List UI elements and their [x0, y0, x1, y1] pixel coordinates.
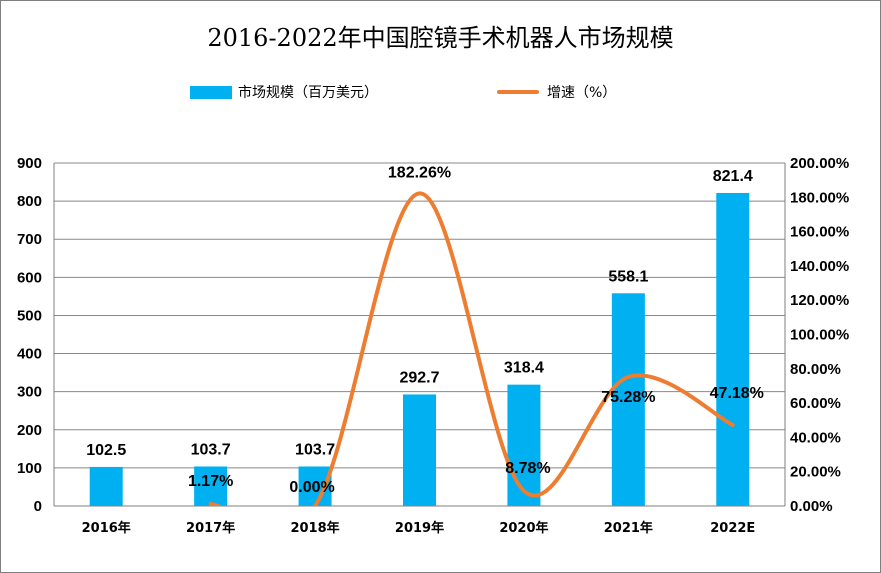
legend-label-growth: 增速（%） — [547, 85, 617, 101]
y2-tick-label: 20.00% — [790, 464, 841, 481]
growth-value-label: 1.17% — [188, 473, 233, 490]
bar-value-label: 103.7 — [191, 441, 231, 458]
legend-item-growth: 增速（%） — [497, 82, 616, 102]
y-tick-label: 100 — [17, 460, 42, 477]
bar — [89, 466, 123, 506]
y-tick-label: 800 — [17, 193, 42, 210]
legend-label-market-size: 市场规模（百万美元） — [238, 85, 378, 101]
legend-line-swatch — [497, 90, 539, 94]
y2-tick-label: 180.00% — [790, 189, 849, 206]
y-tick-label: 400 — [17, 346, 42, 363]
bar-value-label: 558.1 — [608, 268, 648, 285]
x-tick-label: 2021年 — [604, 520, 653, 536]
y2-tick-label: 0.00% — [790, 498, 833, 515]
x-tick-label: 2020年 — [499, 520, 548, 536]
y-tick-label: 500 — [17, 307, 42, 324]
growth-value-label: 0.00% — [289, 479, 334, 496]
y-tick-label: 200 — [17, 422, 42, 439]
legend-bar-swatch — [190, 85, 232, 99]
y-tick-label: 0 — [34, 498, 42, 515]
bar-value-label: 292.7 — [399, 369, 439, 386]
y2-tick-label: 140.00% — [790, 258, 849, 275]
y2-tick-label: 100.00% — [790, 327, 849, 344]
y2-tick-label: 160.00% — [790, 224, 849, 241]
x-tick-label: 2019年 — [395, 520, 444, 536]
growth-value-label: 75.28% — [601, 389, 655, 406]
bar — [507, 384, 541, 506]
bar-value-label: 318.4 — [504, 360, 544, 377]
growth-line — [208, 191, 735, 506]
bar — [611, 293, 645, 506]
growth-value-label: 47.18% — [710, 385, 764, 402]
y-tick-label: 300 — [17, 384, 42, 401]
growth-value-label: 8.78% — [505, 460, 550, 477]
bar — [403, 394, 436, 506]
chart-title: 2016-2022年中国腔镜手术机器人市场规模 — [207, 24, 674, 52]
bar — [716, 192, 750, 507]
y-tick-label: 900 — [17, 155, 42, 172]
bar — [194, 466, 228, 506]
y2-tick-label: 200.00% — [790, 155, 849, 172]
x-tick-label: 2018年 — [290, 520, 339, 536]
x-tick-label: 2016年 — [82, 520, 131, 536]
bar-value-label: 821.4 — [713, 168, 753, 185]
x-tick-label: 2017年 — [186, 520, 235, 536]
y2-tick-label: 60.00% — [790, 395, 841, 412]
y2-tick-label: 80.00% — [790, 361, 841, 378]
y-tick-label: 700 — [17, 231, 42, 248]
x-tick-label: 2022E — [710, 521, 755, 536]
bar-value-label: 102.5 — [86, 442, 126, 459]
growth-value-label: 182.26% — [388, 164, 451, 181]
y2-tick-label: 120.00% — [790, 292, 849, 309]
y-tick-label: 600 — [17, 269, 42, 286]
y2-tick-label: 40.00% — [790, 429, 841, 446]
bar-value-label: 103.7 — [295, 441, 335, 458]
chart-legend: 市场规模（百万美元） 增速（%） — [0, 82, 881, 106]
legend-item-market-size: 市场规模（百万美元） — [190, 82, 378, 102]
